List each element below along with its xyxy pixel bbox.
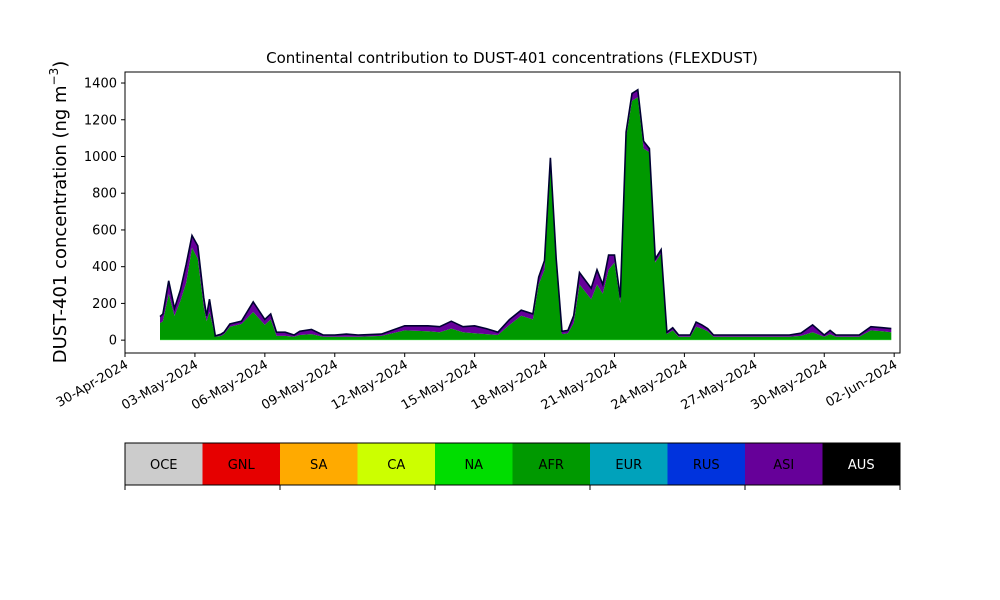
x-tick-label: 24-May-2024 [609,357,691,413]
total-line-group [159,88,892,337]
colorbar-swatch-aus [822,443,901,485]
colorbar-label: OCE [150,458,178,473]
area-na [160,339,892,341]
y-axis-label-superscript: −3 [47,68,61,86]
colorbar-label: GNL [228,458,256,473]
colorbar-swatch-gnl [202,443,281,485]
y-tick-label: 1200 [84,113,117,128]
chart-title: Continental contribution to DUST-401 con… [266,49,758,67]
plot-frame [124,71,901,354]
y-axis: 0 200 400 600 800 1000 1200 1400 [84,77,125,349]
x-tick-label: 15-May-2024 [399,357,481,413]
y-tick-label: 800 [92,187,117,202]
total-line [159,88,892,337]
y-tick-label: 1400 [84,77,117,92]
colorbar-swatch-oce [125,443,203,485]
colorbar-label: AUS [848,458,875,473]
x-tick-label: 18-May-2024 [469,357,551,413]
area-series-group [160,89,892,341]
y-tick-label: 400 [92,260,117,275]
x-tick-label: 06-May-2024 [189,357,271,413]
svg-text:DUST-401 concentration (ng m−3: DUST-401 concentration (ng m−3) [47,61,71,364]
colorbar-swatch-eur [590,443,668,485]
y-tick-label: 200 [92,297,117,312]
area-afr [160,97,892,340]
region-colorbar: OCE GNL SA CA NA AFR EUR RUS ASI AUS [124,442,901,490]
colorbar-swatch-na [435,443,513,485]
colorbar-frame [124,442,901,486]
y-tick-label: 600 [92,223,117,238]
colorbar-swatch-asi [745,443,823,485]
y-axis-label-main: DUST-401 concentration (ng m [50,85,71,363]
x-tick-label: 21-May-2024 [539,357,621,413]
colorbar-swatch-sa [280,443,358,485]
x-tick-label: 03-May-2024 [119,357,201,413]
y-tick-label: 0 [109,334,117,349]
colorbar-label: CA [387,458,405,473]
colorbar-label: EUR [615,458,642,473]
colorbar-label: SA [310,458,327,473]
area-asi [160,89,892,337]
y-tick-label: 1000 [84,150,117,165]
colorbar-label: ASI [773,458,794,473]
y-axis-label-close: ) [50,61,71,68]
colorbar-swatch-afr [512,443,591,485]
colorbar-swatch-rus [667,443,746,485]
x-tick-label: 12-May-2024 [329,357,411,413]
x-tick-label: 09-May-2024 [259,357,341,413]
x-tick-label: 30-Apr-2024 [54,357,131,410]
x-tick-label: 27-May-2024 [679,357,761,413]
y-axis-label: DUST-401 concentration (ng m−3) [47,61,71,364]
x-tick-label: 02-Jun-2024 [823,357,900,410]
colorbar-label: RUS [693,458,720,473]
colorbar-swatch-ca [357,443,436,485]
x-axis: 30-Apr-202403-May-202406-May-202409-May-… [54,353,900,413]
colorbar-label: NA [464,458,483,473]
colorbar-label: AFR [539,458,564,473]
x-tick-label: 30-May-2024 [749,357,831,413]
